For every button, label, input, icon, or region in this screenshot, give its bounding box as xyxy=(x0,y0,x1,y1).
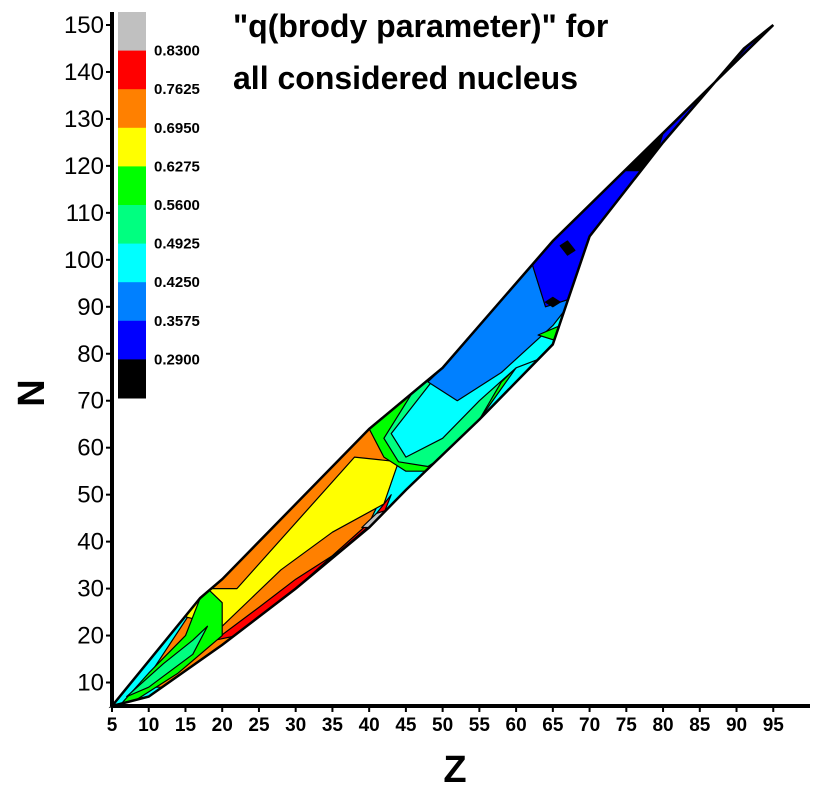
y-tick-label: 60 xyxy=(77,435,104,462)
x-tick-label: 70 xyxy=(579,715,600,736)
y-tick-label: 20 xyxy=(77,623,104,650)
legend-swatch xyxy=(118,282,146,322)
contour-region-14 xyxy=(559,240,576,256)
legend-level-label: 0.4250 xyxy=(154,274,200,291)
legend-level-label: 0.3575 xyxy=(154,313,200,330)
x-tick-label: 20 xyxy=(212,715,233,736)
x-axis-label: Z xyxy=(443,749,466,787)
y-tick-label: 150 xyxy=(64,12,104,39)
y-tick-label: 30 xyxy=(77,576,104,603)
data-boundary xyxy=(108,24,775,709)
legend: 0.8300 0.7625 0.6950 0.6275 0.5600 0.4925 0.42… xyxy=(118,12,200,399)
legend-swatch xyxy=(118,50,146,90)
x-tick-label: 45 xyxy=(395,715,417,736)
y-tick-label: 120 xyxy=(64,153,104,180)
legend-swatch xyxy=(118,89,146,129)
legend-swatch xyxy=(118,12,146,52)
x-tick-label: 80 xyxy=(652,715,673,736)
y-tick-label: 90 xyxy=(77,294,104,321)
legend-swatch xyxy=(118,320,146,360)
legend-level-label: 0.6950 xyxy=(154,120,200,137)
y-tick-label: 140 xyxy=(64,59,104,86)
axes: 5 10 15 20 25 30 35 40 45 50 55 60 65 70 75 80 85 90 95102… xyxy=(11,12,810,787)
legend-level-label: 0.5600 xyxy=(154,197,200,214)
contour-region-4 xyxy=(118,588,223,706)
contour-region-5 xyxy=(126,625,209,698)
x-tick-label: 10 xyxy=(138,715,159,736)
chart-title-line-2: all considered nucleus xyxy=(233,60,578,96)
x-tick-label: 75 xyxy=(616,715,638,736)
legend-swatch xyxy=(118,359,146,399)
x-tick-label: 85 xyxy=(689,715,711,736)
x-tick-label: 95 xyxy=(763,715,785,736)
y-tick-label: 70 xyxy=(77,388,104,415)
x-tick-label: 40 xyxy=(359,715,380,736)
x-tick-label: 35 xyxy=(322,715,344,736)
legend-level-label: 0.4925 xyxy=(154,236,200,253)
legend-swatch xyxy=(118,205,146,245)
legend-level-label: 0.8300 xyxy=(154,43,200,60)
y-tick-label: 130 xyxy=(64,106,104,133)
x-tick-label: 90 xyxy=(726,715,747,736)
x-tick-label: 25 xyxy=(248,715,270,736)
legend-swatch xyxy=(118,166,146,206)
y-tick-label: 10 xyxy=(77,670,104,697)
legend-swatch xyxy=(118,243,146,283)
chart-title-line-1: "q(brody parameter)" for xyxy=(233,8,609,44)
plot-area xyxy=(112,25,774,706)
x-tick-label: 50 xyxy=(432,715,453,736)
y-axis-label: N xyxy=(11,379,53,406)
legend-swatch xyxy=(118,127,146,167)
x-tick-label: 5 xyxy=(107,715,118,736)
x-tick-label: 65 xyxy=(542,715,564,736)
y-tick-label: 100 xyxy=(64,247,104,274)
contour-region-12 xyxy=(691,132,723,167)
contour-region-15 xyxy=(544,296,561,308)
x-tick-label: 15 xyxy=(175,715,197,736)
y-tick-label: 110 xyxy=(66,200,104,227)
legend-level-label: 0.7625 xyxy=(154,81,200,98)
y-tick-label: 50 xyxy=(77,482,104,509)
x-tick-label: 30 xyxy=(285,715,306,736)
x-tick-label: 55 xyxy=(469,715,491,736)
legend-level-label: 0.2900 xyxy=(154,351,200,368)
x-tick-label: 60 xyxy=(506,715,527,736)
y-tick-label: 40 xyxy=(77,529,104,556)
legend-level-label: 0.6275 xyxy=(154,158,200,175)
y-tick-label: 80 xyxy=(77,341,104,368)
